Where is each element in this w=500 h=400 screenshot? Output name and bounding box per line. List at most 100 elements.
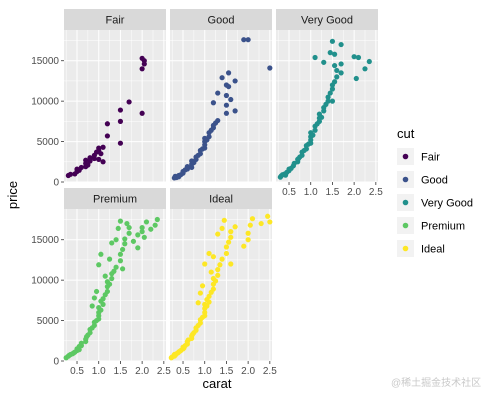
data-point bbox=[141, 234, 147, 240]
data-point bbox=[338, 61, 344, 67]
data-point bbox=[104, 288, 111, 295]
y-tick-label: 10000 bbox=[31, 97, 59, 108]
data-point bbox=[245, 230, 251, 236]
data-point bbox=[228, 96, 234, 103]
data-point bbox=[78, 340, 84, 346]
data-point bbox=[139, 66, 145, 72]
x-tick-label: 2.0 bbox=[135, 366, 149, 377]
data-point bbox=[223, 92, 230, 99]
y-tick-label: 5000 bbox=[37, 137, 60, 148]
data-point bbox=[91, 295, 97, 301]
data-point bbox=[139, 229, 145, 235]
data-point bbox=[100, 144, 106, 150]
data-point bbox=[355, 54, 362, 61]
facet-strip bbox=[276, 9, 378, 30]
data-point bbox=[247, 222, 253, 228]
x-tick-label: 1.5 bbox=[219, 366, 233, 377]
data-point bbox=[119, 266, 126, 272]
data-point bbox=[115, 225, 121, 232]
legend-swatch bbox=[402, 176, 409, 183]
data-point bbox=[212, 278, 219, 284]
data-point bbox=[104, 121, 111, 127]
data-point bbox=[331, 62, 338, 69]
y-tick-label: 10000 bbox=[31, 276, 59, 287]
facet-strip-label: Fair bbox=[106, 15, 125, 27]
data-point bbox=[208, 269, 214, 275]
data-point bbox=[85, 162, 91, 168]
series-premium bbox=[63, 216, 160, 361]
data-point bbox=[318, 114, 325, 120]
data-point bbox=[219, 225, 225, 232]
data-point bbox=[223, 244, 230, 250]
x-tick-label: 2.0 bbox=[347, 187, 361, 198]
legend-entries: Fair Good Very Good Premium Ideal bbox=[397, 148, 473, 257]
series-ideal bbox=[168, 213, 273, 361]
facet-ideal: Ideal 0.5 1.0 1.5 2.0 2.5 bbox=[168, 188, 277, 377]
data-point bbox=[87, 155, 93, 161]
x-tick-label: 0.5 bbox=[70, 366, 84, 377]
data-point bbox=[139, 224, 145, 231]
facet-strip bbox=[170, 9, 272, 30]
data-point bbox=[98, 151, 104, 157]
data-point bbox=[210, 100, 217, 106]
facet-fair: Fair 0 5000 10000 15000 bbox=[31, 9, 166, 189]
y-tick-label: 5000 bbox=[37, 316, 60, 327]
data-point bbox=[117, 218, 124, 224]
data-point bbox=[353, 75, 359, 82]
data-point bbox=[217, 262, 223, 268]
legend-item-very-good: Very Good bbox=[397, 194, 473, 211]
data-point bbox=[154, 216, 160, 223]
data-point bbox=[124, 220, 130, 227]
data-point bbox=[195, 300, 201, 306]
data-point bbox=[329, 98, 336, 104]
legend-item-premium: Premium bbox=[397, 217, 465, 234]
x-tick-label: 0.5 bbox=[176, 366, 190, 377]
x-tick-label: 1.0 bbox=[92, 366, 106, 377]
facet-strip bbox=[64, 9, 166, 30]
data-point bbox=[113, 237, 119, 243]
facet-premium: Premium 0 5000 10000 15000 0.5 1.0 1.5 2.0 2.5 bbox=[31, 188, 171, 377]
data-point bbox=[67, 171, 74, 177]
data-point bbox=[106, 281, 113, 287]
data-point bbox=[267, 65, 273, 71]
legend-item-good: Good bbox=[397, 171, 448, 188]
data-point bbox=[241, 37, 247, 43]
facet-panels: Fair 0 5000 10000 15000 Good Very Good 0.5 1.0 1.… bbox=[31, 9, 383, 377]
data-point bbox=[109, 240, 115, 246]
x-tick-label: 1.0 bbox=[304, 187, 318, 198]
legend: cut Fair Good Very Good Premium Ideal bbox=[397, 126, 473, 257]
data-point bbox=[117, 258, 124, 264]
data-point bbox=[232, 108, 238, 114]
data-point bbox=[89, 303, 95, 309]
data-point bbox=[232, 224, 238, 230]
data-point bbox=[206, 134, 212, 140]
facet-panel-background bbox=[64, 209, 166, 361]
data-point bbox=[117, 140, 124, 146]
data-point bbox=[83, 157, 89, 163]
data-point bbox=[210, 286, 217, 292]
data-point bbox=[265, 213, 271, 219]
data-point bbox=[113, 264, 119, 270]
data-point bbox=[338, 41, 344, 48]
data-point bbox=[215, 90, 221, 96]
data-point bbox=[331, 79, 338, 85]
data-point bbox=[202, 309, 208, 316]
watermark: @稀土掘金技术社区 bbox=[391, 376, 481, 389]
data-point bbox=[245, 237, 251, 243]
data-point bbox=[312, 127, 318, 133]
legend-item-ideal: Ideal bbox=[397, 240, 445, 257]
data-point bbox=[184, 164, 190, 170]
data-point bbox=[325, 98, 331, 104]
data-point bbox=[206, 299, 212, 305]
data-point bbox=[362, 66, 368, 72]
data-point bbox=[215, 267, 221, 273]
data-point bbox=[100, 301, 106, 308]
data-point bbox=[215, 117, 221, 124]
x-tick-label: 0.5 bbox=[282, 187, 296, 198]
data-point bbox=[215, 272, 221, 278]
data-point bbox=[139, 110, 145, 116]
data-point bbox=[109, 275, 115, 282]
data-point bbox=[106, 256, 113, 262]
legend-label: Premium bbox=[421, 221, 465, 233]
